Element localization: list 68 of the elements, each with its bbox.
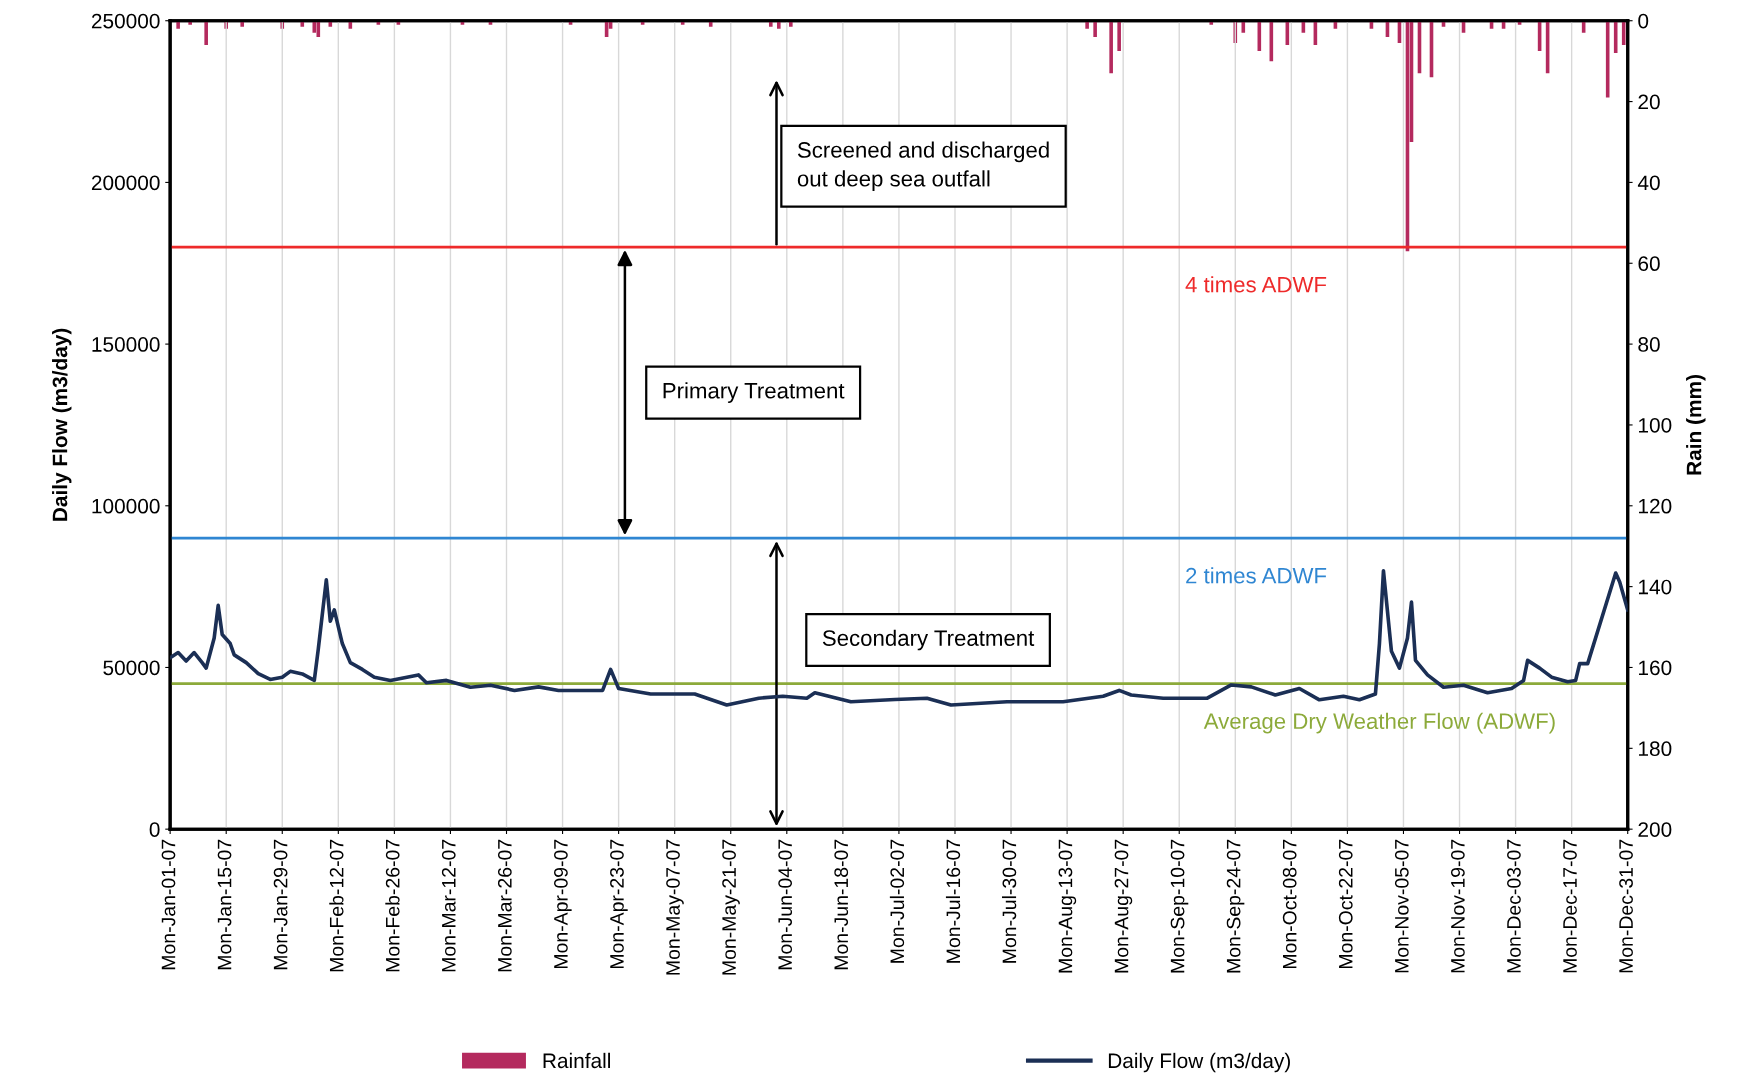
bar	[300, 20, 305, 27]
y2-tick-label: 180	[1639, 741, 1672, 757]
y-tick-label: 100000	[92, 498, 160, 514]
ref-line-label: Average Dry Weather Flow (ADWF)	[1203, 712, 1555, 734]
y2-tick-label: 200	[1638, 822, 1672, 837]
x-tick-label: Mon-Jun-18-07	[834, 839, 849, 970]
y2-tick-label: 120	[1639, 498, 1672, 514]
x-tick-label: Mon-Jan-01-07	[161, 839, 176, 970]
x-tick-label: Mon-Nov-19-07	[1450, 839, 1465, 973]
x-tick-label: Mon-Sep-24-07	[1226, 839, 1245, 973]
y-tick-label: 200000	[91, 175, 160, 191]
x-tick-label: Mon-Oct-08-07	[1282, 839, 1297, 969]
x-tick-label: Mon-Jul-30-07	[1001, 839, 1017, 963]
y-tick-label: 50000	[103, 660, 160, 676]
bar	[312, 20, 317, 33]
bar	[316, 20, 321, 37]
x-tick-label: Mon-Nov-05-07	[1394, 839, 1409, 973]
y-axis-title: Daily Flow (m3/day)	[52, 328, 72, 521]
bar	[1093, 20, 1097, 37]
bar	[1117, 20, 1121, 52]
x-tick-label: Mon-Sep-10-07	[1170, 839, 1189, 973]
annotation: Secondary Treatment	[822, 629, 1035, 651]
bar	[240, 20, 245, 27]
x-tick-label: Mon-Oct-22-07	[1338, 839, 1353, 969]
bar	[1109, 20, 1113, 74]
ref-line-label: 2 times ADWF	[1186, 567, 1327, 584]
x-tick-label: Mon-Jun-04-07	[778, 839, 793, 970]
x-tick-label: Mon-Jan-29-07	[273, 839, 288, 970]
y2-tick-label: 80	[1638, 337, 1660, 352]
bar	[204, 20, 208, 45]
x-tick-label: Mon-Apr-09-07	[554, 839, 572, 969]
y-tick-label: 250000	[91, 13, 160, 29]
y2-tick-label: 140	[1639, 579, 1672, 595]
legend-label: Rainfall	[543, 1052, 610, 1069]
x-tick-label: Mon-Mar-26-07	[497, 839, 512, 972]
x-tick-label: Mon-Apr-23-07	[610, 839, 628, 969]
y2-axis-title: Rain (mm)	[1686, 375, 1706, 475]
bar	[1241, 20, 1246, 33]
y2-tick-label: 100	[1639, 417, 1672, 433]
legend-label: Daily Flow (m3/day)	[1108, 1052, 1290, 1073]
x-tick-label: Mon-Jan-15-07	[217, 839, 232, 970]
y-tick-label: 0	[149, 822, 160, 837]
bar	[789, 20, 793, 27]
y2-tick-label: 0	[1638, 13, 1649, 29]
x-tick-label: Mon-Dec-31-07	[1619, 839, 1633, 973]
x-tick-label: Mon-May-21-07	[722, 839, 740, 975]
bar	[1621, 20, 1626, 45]
x-tick-label: Mon-Feb-26-07	[385, 839, 400, 972]
y-tick-label: 150000	[92, 337, 160, 352]
x-tick-label: Mon-May-07-07	[666, 839, 684, 975]
x-tick-label: Mon-Aug-13-07	[1058, 839, 1077, 973]
y2-tick-label: 20	[1638, 94, 1660, 110]
x-tick-label: Mon-Dec-17-07	[1563, 839, 1577, 973]
x-tick-label: Mon-Mar-12-07	[441, 839, 456, 972]
x-tick-label: Mon-Jul-16-07	[945, 839, 961, 963]
annotation: Screened and discharged out deep sea outfall	[797, 141, 1049, 191]
bar	[1613, 20, 1618, 54]
ref-line-label: 4 times ADWF	[1185, 276, 1327, 293]
x-tick-label: Mon-Dec-03-07	[1507, 839, 1521, 973]
bar	[176, 20, 180, 29]
y2-tick-label: 160	[1639, 660, 1672, 676]
x-tick-label: Mon-Jul-02-07	[889, 839, 905, 963]
bar	[1085, 20, 1089, 29]
x-tick-label: Mon-Aug-27-07	[1114, 839, 1133, 973]
y2-tick-label: 60	[1638, 256, 1660, 272]
annotation: Primary Treatment	[663, 382, 845, 403]
x-tick-label: Mon-Feb-12-07	[329, 839, 344, 972]
y2-tick-label: 40	[1637, 175, 1660, 191]
